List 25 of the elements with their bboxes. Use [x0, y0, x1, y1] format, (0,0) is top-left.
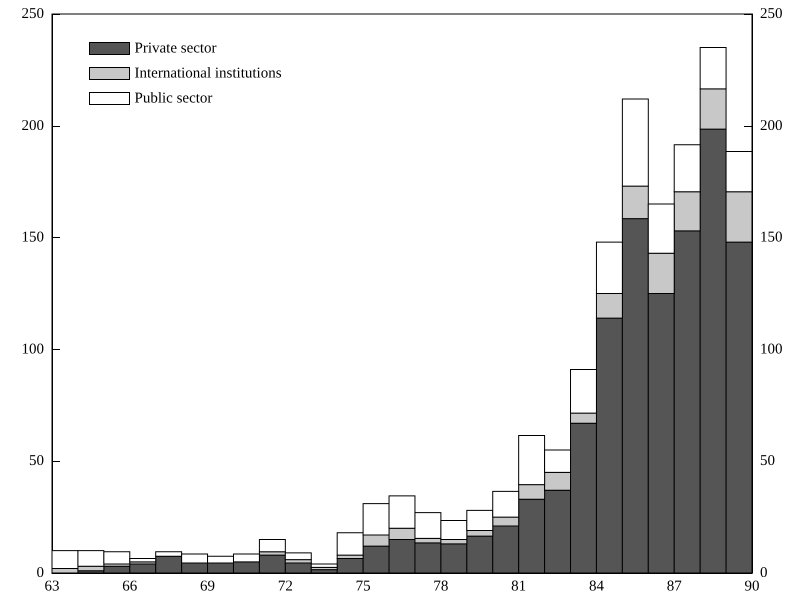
y-tick-label: 0: [36, 565, 44, 581]
y-tick-label: 150: [22, 230, 44, 246]
x-tick-label: 87: [666, 578, 682, 594]
x-tick-label: 69: [200, 578, 216, 594]
y2-tick-label: 0: [760, 565, 768, 581]
legend-label: International institutions: [134, 66, 282, 82]
x-tick-label: 84: [588, 578, 604, 594]
x-tick-label: 63: [44, 578, 60, 594]
x-tick-label: 66: [122, 578, 138, 594]
x-tick-label: 78: [433, 578, 448, 594]
y-tick-label: 100: [22, 341, 44, 358]
x-tick-label: 72: [278, 578, 293, 594]
y2-tick-label: 100: [760, 341, 782, 358]
y2-tick-label: 150: [760, 230, 782, 246]
x-tick-label: 90: [744, 578, 760, 594]
legend-label: Private sector: [134, 40, 217, 56]
legend-label: Public sector: [134, 90, 212, 106]
y-tick-label: 200: [22, 118, 44, 134]
x-tick-label: 75: [356, 578, 371, 594]
y-tick-label: 50: [29, 453, 44, 470]
y2-tick-label: 200: [760, 118, 782, 134]
x-tick-label: 81: [511, 578, 526, 594]
y-tick-label: 250: [22, 6, 44, 22]
y2-tick-label: 50: [760, 453, 775, 470]
y2-tick-label: 250: [760, 6, 782, 22]
